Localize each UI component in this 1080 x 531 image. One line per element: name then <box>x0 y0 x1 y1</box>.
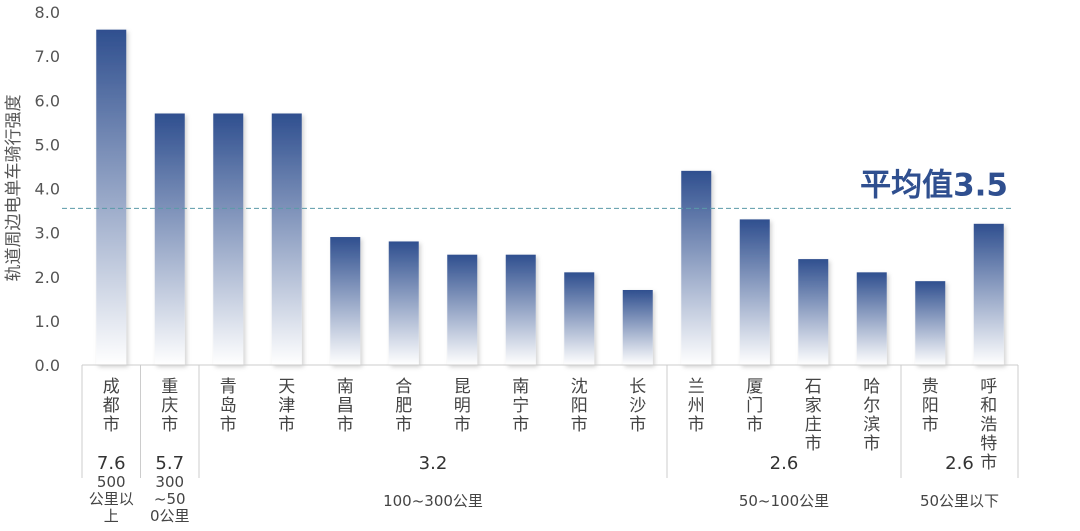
bar <box>447 254 478 365</box>
category-label: 天津市 <box>278 377 295 435</box>
category-label: 兰州市 <box>688 377 705 435</box>
category-label: 重庆市 <box>161 377 178 435</box>
bar <box>388 241 419 365</box>
bar <box>330 237 361 365</box>
category-label: 呼和浩特市 <box>980 377 997 473</box>
bar <box>505 254 536 365</box>
category-label: 哈尔滨市 <box>863 377 880 454</box>
category-label: 贵阳市 <box>922 377 939 435</box>
bar <box>798 259 829 365</box>
y-tick-label: 6.0 <box>35 91 60 110</box>
bar <box>622 289 653 365</box>
category-label: 石家庄市 <box>805 377 822 454</box>
y-tick-label: 2.0 <box>35 268 60 287</box>
group-range-label: 100~300公里 <box>383 492 483 510</box>
y-tick-label: 5.0 <box>35 135 60 154</box>
category-label: 南宁市 <box>512 377 529 435</box>
group-range-label: 300 ~50 0公里 <box>150 473 190 525</box>
y-tick-label: 4.0 <box>35 180 60 199</box>
group-range-label: 500 公里以上 <box>89 473 134 525</box>
category-label: 昆明市 <box>454 377 471 435</box>
category-label: 长沙市 <box>629 377 646 435</box>
bar <box>973 223 1004 365</box>
bar <box>915 281 946 365</box>
bar <box>739 219 770 365</box>
category-label: 青岛市 <box>220 377 237 435</box>
bar <box>213 113 244 365</box>
category-label: 沈阳市 <box>571 377 588 435</box>
y-tick-label: 1.0 <box>35 312 60 331</box>
bar <box>96 29 127 366</box>
bar <box>564 272 595 365</box>
group-average-label: 2.6 <box>770 453 799 474</box>
bar <box>154 113 185 365</box>
y-tick-label: 0.0 <box>35 356 60 375</box>
y-axis-label: 轨道周边电单车骑行强度 <box>4 95 24 282</box>
y-tick-label: 8.0 <box>35 3 60 22</box>
bar <box>271 113 302 365</box>
group-average-label: 3.2 <box>419 453 448 474</box>
category-label: 成都市 <box>103 377 120 435</box>
category-label: 厦门市 <box>746 377 763 435</box>
group-range-label: 50~100公里 <box>739 492 829 510</box>
y-tick-label: 7.0 <box>35 47 60 66</box>
group-average-label: 5.7 <box>155 453 184 474</box>
category-label: 合肥市 <box>395 377 412 435</box>
y-tick-label: 3.0 <box>35 224 60 243</box>
bar <box>856 272 887 365</box>
group-average-label: 2.6 <box>945 453 974 474</box>
group-range-label: 50公里以下 <box>920 492 999 510</box>
bar <box>681 170 712 365</box>
average-label: 平均值3.5 <box>860 167 1008 203</box>
group-average-label: 7.6 <box>97 453 126 474</box>
category-label: 南昌市 <box>337 377 354 435</box>
